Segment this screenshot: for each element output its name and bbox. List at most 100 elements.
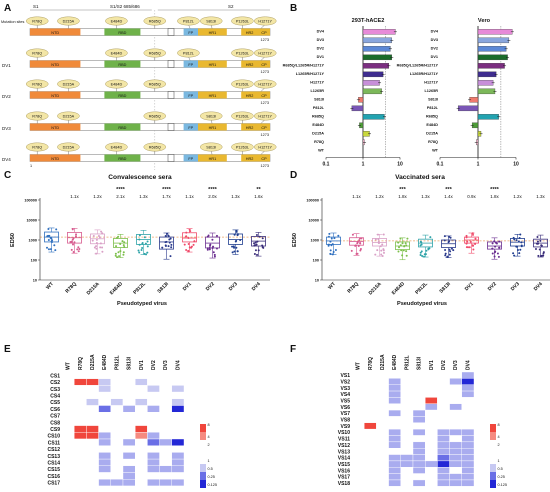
data-point [404,242,407,245]
data-point [381,254,384,257]
x-tick-label: 1 [477,162,480,168]
mutation-r78q: R78Q [32,20,42,24]
heatmap-cell [122,385,136,393]
row-label-cs2: CS2 [50,380,60,386]
heatmap-cell [134,398,148,406]
heatmap-cell [61,418,75,426]
column-label-d215a: D215A [90,354,96,370]
heatmap-cell [61,405,75,413]
mutation-s813i: S813I [206,20,216,24]
heatmap-cell [351,390,365,398]
protein-length: 1273 [261,101,269,105]
heatmap-cell [388,473,402,481]
panel-f-label: F [290,344,296,355]
data-point [359,249,362,252]
heatmap-cell [171,432,185,440]
heatmap-cell [134,438,148,446]
heatmap-cell [388,409,402,417]
heatmap-cell [351,435,365,443]
heatmap-cell [86,378,99,386]
protein-length: 1273 [261,133,269,137]
row-label-s813i: S813I [314,98,324,102]
heatmap-cell [73,425,87,433]
data-point [212,251,215,254]
domain-label-hr2: HR2 [246,94,254,98]
data-point [261,244,264,247]
bar-l1265r-h1271y [477,71,497,78]
heatmap-cell [461,460,475,468]
heatmap-cell [134,458,148,467]
variant-label-dv2: DV2 [2,94,11,99]
row-label-vs2: VS2 [341,379,351,385]
heatmap-cell [461,467,475,474]
data-point [235,229,238,232]
protein-length: 1273 [261,70,269,74]
column-label-dv3: DV3 [163,360,169,370]
legend-swatch [200,464,206,472]
c-xlabel: Pseudotyped virus [117,301,167,307]
heatmap-cell [73,378,87,386]
heatmap-cell [86,371,99,379]
heatmap-cell [61,371,75,379]
heatmap-cell [461,428,475,436]
box-r78q [349,233,364,256]
bar-h1271y [362,80,380,86]
significance-dv2: **** [208,187,218,193]
mutation-oval [105,48,128,58]
heatmap-cell [412,428,426,436]
heatmap-cell [388,467,402,474]
heatmap-cell [376,416,389,424]
data-point [255,234,258,237]
heatmap-cell [437,397,450,404]
row-label-vs5: VS5 [341,398,351,404]
bar-dv2 [362,46,391,52]
heatmap-cell [449,428,463,436]
heatmap-cell [147,398,160,406]
domain-label-hr1: HR1 [209,157,217,161]
x-tick-label-dv4: DV4 [533,281,544,292]
data-point [358,239,361,242]
heatmap-cell [351,428,365,436]
data-point [538,248,541,251]
legend-label: 0.5 [208,467,213,471]
data-point [69,240,72,243]
data-point [168,241,171,244]
column-label-dv4: DV4 [175,360,181,370]
data-point [233,250,236,253]
heatmap-cell [412,454,426,462]
heatmap-cell [437,448,450,455]
heatmap-cell [376,403,389,411]
heatmap-cell [364,467,377,474]
heatmap-cell [376,378,389,385]
heatmap-cell [364,479,377,487]
data-point [405,254,408,257]
data-point [515,245,518,248]
mutation-r685q: R685Q [149,52,161,56]
heatmap-cell [134,465,148,473]
data-point [332,251,335,254]
data-point [115,245,118,248]
data-point [469,240,472,243]
domain-label-fp: FP [188,31,193,35]
data-point [419,244,422,247]
heatmap-cell [159,458,173,467]
data-point [123,246,126,249]
heatmap-cell [412,403,426,411]
heatmap-cell [86,472,99,480]
box-dv3 [228,229,243,255]
heatmap-cell [86,391,99,400]
heatmap-cell [134,452,148,460]
domain-label-rbd: RBD [118,63,126,67]
heatmap-cell [110,378,124,386]
data-point [331,253,334,256]
data-point [356,241,359,244]
legend-swatch [490,480,496,488]
domain-cp [258,91,270,99]
heatmap-cell [412,397,426,404]
row-label-cs1: CS1 [50,373,60,379]
x-tick-label-e484d: E484D [109,281,124,296]
heatmap-cell [73,418,87,426]
data-point [429,236,432,239]
data-point [491,252,494,255]
heatmap-cell [461,454,475,462]
